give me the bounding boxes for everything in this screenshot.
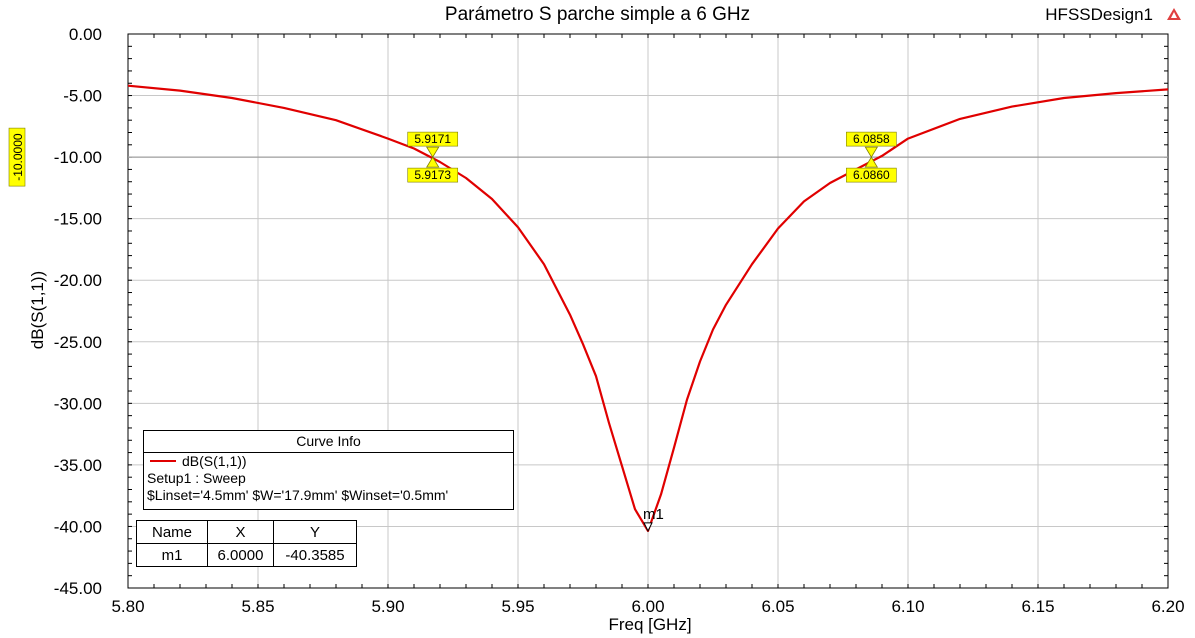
- marker-table-header: Name X Y: [136, 520, 357, 544]
- curve-info-header: Curve Info: [144, 431, 513, 453]
- reference-line-label: -10.0000: [11, 133, 25, 181]
- crossing-label-bottom: 6.0860: [853, 168, 890, 182]
- x-tick-label: 6.00: [631, 597, 664, 616]
- plot-frame: [127, 33, 1169, 589]
- marker-m1-point: [643, 522, 653, 532]
- y-tick-label: -20.00: [54, 271, 102, 290]
- header-x: X: [207, 520, 274, 544]
- crossing-label-box: [846, 167, 897, 183]
- crossing-marker: [864, 156, 879, 168]
- marker-table[interactable]: Name X Y m1 6.0000 -40.3585: [136, 520, 357, 567]
- legend-swatch: [150, 460, 176, 463]
- header-name: Name: [136, 520, 208, 544]
- x-axis-label: Freq [GHz]: [608, 615, 692, 634]
- y-tick-label: -5.00: [63, 87, 102, 106]
- crossing-label-top: 6.0858: [853, 132, 890, 146]
- y-tick-label: -30.00: [54, 394, 102, 413]
- crossing-marker: [864, 146, 879, 158]
- crossing-label-bottom: 5.9173: [414, 168, 451, 182]
- header-y: Y: [273, 520, 357, 544]
- reference-line-tag-box: [8, 127, 26, 187]
- y-axis-label: dB(S(1,1)): [28, 270, 47, 350]
- x-tick-label: 6.20: [1151, 597, 1184, 616]
- curve-info-legend[interactable]: Curve Info dB(S(1,1)) Setup1 : Sweep $Li…: [143, 430, 514, 510]
- x-tick-label: 6.05: [761, 597, 794, 616]
- x-tick-label: 6.10: [891, 597, 924, 616]
- crossing-label-box: [407, 131, 459, 147]
- legend-setup: Setup1 : Sweep: [147, 470, 246, 486]
- marker-m1-label: m1: [643, 506, 664, 523]
- ansys-logo-icon: [1167, 8, 1181, 20]
- x-tick-label: 5.80: [111, 597, 144, 616]
- x-tick-label: 6.15: [1021, 597, 1054, 616]
- y-tick-label: 0.00: [69, 25, 102, 44]
- y-tick-label: -45.00: [54, 579, 102, 598]
- legend-trace-name: dB(S(1,1)): [182, 453, 247, 469]
- table-row[interactable]: m1 6.0000 -40.3585: [136, 543, 357, 567]
- y-tick-label: -40.00: [54, 517, 102, 536]
- x-tick-label: 5.85: [241, 597, 274, 616]
- y-tick-label: -35.00: [54, 456, 102, 475]
- crossing-marker: [426, 146, 440, 158]
- y-tick-label: -15.00: [54, 210, 102, 229]
- cell-x: 6.0000: [207, 543, 274, 567]
- chart-title: Parámetro S parche simple a 6 GHz: [444, 4, 751, 25]
- y-tick-label: -25.00: [54, 333, 102, 352]
- crossing-label-box: [407, 167, 459, 183]
- x-tick-label: 5.90: [371, 597, 404, 616]
- design-name: HFSSDesign1: [1045, 5, 1153, 24]
- y-tick-label: -10.00: [54, 148, 102, 167]
- cell-y: -40.3585: [273, 543, 357, 567]
- crossing-label-box: [846, 131, 897, 147]
- legend-params: $Linset='4.5mm' $W='17.9mm' $Winset='0.5…: [147, 487, 449, 503]
- crossing-marker: [426, 156, 440, 168]
- crossing-label-top: 5.9171: [414, 132, 451, 146]
- cell-name: m1: [136, 543, 208, 567]
- legend-entry[interactable]: dB(S(1,1)): [144, 453, 513, 470]
- x-tick-label: 5.95: [501, 597, 534, 616]
- reference-line-tag: -10.0000: [8, 127, 26, 187]
